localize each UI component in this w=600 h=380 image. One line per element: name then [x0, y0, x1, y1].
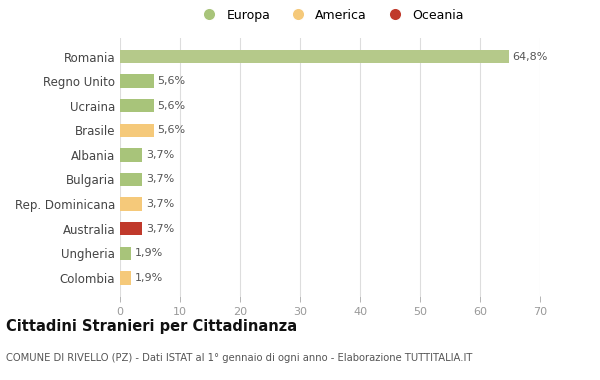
- Bar: [120, 50, 509, 63]
- Text: 64,8%: 64,8%: [512, 52, 548, 62]
- Text: 5,6%: 5,6%: [157, 76, 185, 86]
- Text: 1,9%: 1,9%: [135, 273, 163, 283]
- Bar: [120, 173, 142, 186]
- Bar: [120, 99, 154, 112]
- Text: 5,6%: 5,6%: [157, 101, 185, 111]
- Bar: [120, 74, 154, 88]
- Bar: [120, 222, 142, 236]
- Bar: [120, 197, 142, 211]
- Text: 3,7%: 3,7%: [146, 199, 174, 209]
- Text: 3,7%: 3,7%: [146, 150, 174, 160]
- Text: 3,7%: 3,7%: [146, 224, 174, 234]
- Bar: [120, 124, 154, 137]
- Bar: [120, 148, 142, 162]
- Text: COMUNE DI RIVELLO (PZ) - Dati ISTAT al 1° gennaio di ogni anno - Elaborazione TU: COMUNE DI RIVELLO (PZ) - Dati ISTAT al 1…: [6, 353, 472, 363]
- Bar: [120, 247, 131, 260]
- Text: 1,9%: 1,9%: [135, 248, 163, 258]
- Text: 5,6%: 5,6%: [157, 125, 185, 135]
- Legend: Europa, America, Oceania: Europa, America, Oceania: [191, 3, 469, 27]
- Bar: [120, 271, 131, 285]
- Text: Cittadini Stranieri per Cittadinanza: Cittadini Stranieri per Cittadinanza: [6, 319, 297, 334]
- Text: 3,7%: 3,7%: [146, 174, 174, 185]
